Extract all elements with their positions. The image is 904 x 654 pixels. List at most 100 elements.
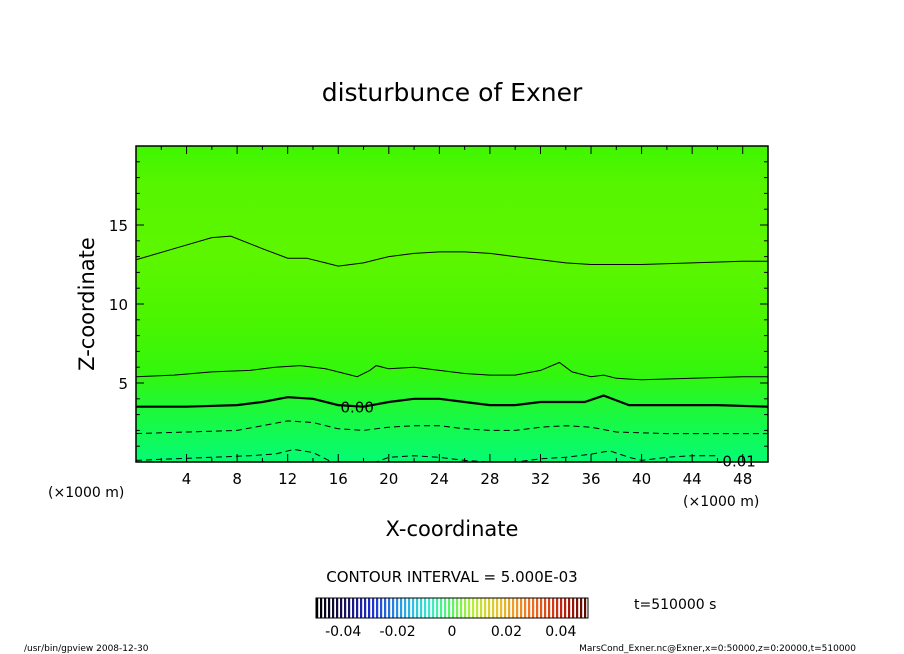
colorbar-stripe <box>456 598 459 618</box>
colorbar-stripe <box>384 598 387 618</box>
colorbar-stripe <box>520 598 523 618</box>
colorbar-stripe <box>540 598 543 618</box>
color-field <box>136 146 768 462</box>
contour-line-3 <box>136 420 768 435</box>
colorbar-stripe <box>344 598 347 618</box>
x-tick-label: 44 <box>683 470 702 488</box>
colorbar-stripe <box>496 598 499 618</box>
colorbar-stripe <box>488 598 491 618</box>
colorbar-stripe <box>320 598 323 618</box>
colorbar-stripe <box>536 598 539 618</box>
y-axis-label: Z-coordinate <box>75 237 99 371</box>
colorbar-stripe <box>340 598 343 618</box>
colorbar-stripe <box>424 598 427 618</box>
colorbar-stripe <box>376 598 379 618</box>
colorbar-stripe <box>392 598 395 618</box>
colorbar-stripe <box>360 598 363 618</box>
colorbar-stripe <box>404 598 407 618</box>
colorbar-tick-label: 0 <box>448 624 457 640</box>
contour-line-2 <box>136 394 768 408</box>
colorbar-stripe <box>432 598 435 618</box>
colorbar-stripe <box>420 598 423 618</box>
x-tick-label: 8 <box>232 470 242 488</box>
colorbar-stripe <box>568 598 571 618</box>
x-tick-label: 40 <box>632 470 651 488</box>
colorbar-stripe <box>516 598 519 618</box>
colorbar-stripe <box>452 598 455 618</box>
colorbar-stripe <box>552 598 555 618</box>
colorbar-stripe <box>372 598 375 618</box>
contour-label-0: 0.00 <box>340 399 373 417</box>
colorbar-stripe <box>472 598 475 618</box>
colorbar-stripe <box>564 598 567 618</box>
colorbar-stripe <box>512 598 515 618</box>
x-tick-label: 4 <box>182 470 192 488</box>
x-tick-label: 12 <box>278 470 297 488</box>
y-axis-unit: (×1000 m) <box>48 485 124 501</box>
colorbar-stripe <box>328 598 331 618</box>
colorbar-stripe <box>556 598 559 618</box>
footer-left-text: /usr/bin/gpview 2008-12-30 <box>24 644 149 654</box>
colorbar-stripe <box>440 598 443 618</box>
colorbar-stripe <box>448 598 451 618</box>
contour-lines <box>136 235 768 462</box>
colorbar-stripe <box>464 598 467 618</box>
colorbar-stripe <box>548 598 551 618</box>
colorbar-stripe <box>492 598 495 618</box>
colorbar-stripe <box>336 598 339 618</box>
contour-line-0 <box>136 235 768 267</box>
colorbar-stripe <box>352 598 355 618</box>
contour-interval-label: CONTOUR INTERVAL = 5.000E-03 <box>326 568 577 586</box>
time-label: t=510000 s <box>634 597 716 613</box>
colorbar-stripe <box>468 598 471 618</box>
colorbar-stripe <box>444 598 447 618</box>
colorbar-stripe <box>508 598 511 618</box>
colorbar-stripe <box>364 598 367 618</box>
chart-title: disturbunce of Exner <box>322 78 583 107</box>
colorbar-stripe <box>572 598 575 618</box>
colorbar-stripe <box>316 598 319 618</box>
colorbar-stripe <box>576 598 579 618</box>
y-tick-label: 10 <box>109 296 128 314</box>
colorbar-tick-label: 0.02 <box>491 624 522 640</box>
colorbar-stripe <box>436 598 439 618</box>
colorbar-stripe <box>500 598 503 618</box>
x-tick-label: 20 <box>379 470 398 488</box>
colorbar-stripe <box>356 598 359 618</box>
colorbar-tick-label: -0.02 <box>379 624 415 640</box>
colorbar-tick-label: 0.04 <box>545 624 576 640</box>
colorbar-stripe <box>544 598 547 618</box>
colorbar: -0.04 -0.02 0 0.02 0.04 <box>315 597 589 640</box>
colorbar-stripe <box>380 598 383 618</box>
colorbar-stripe <box>412 598 415 618</box>
y-tick-label: 5 <box>118 375 128 393</box>
colorbar-stripe <box>400 598 403 618</box>
colorbar-stripe <box>504 598 507 618</box>
colorbar-stripe <box>528 598 531 618</box>
y-tick-label: 15 <box>109 217 128 235</box>
x-tick-label: 24 <box>430 470 449 488</box>
colorbar-stripe <box>324 598 327 618</box>
x-tick-label: 16 <box>329 470 348 488</box>
colorbar-stripe <box>332 598 335 618</box>
colorbar-stripe <box>396 598 399 618</box>
x-tick-label: 48 <box>733 470 752 488</box>
colorbar-stripe <box>368 598 371 618</box>
colorbar-stripe <box>524 598 527 618</box>
colorbar-stripe <box>388 598 391 618</box>
contour-line-4 <box>136 448 718 462</box>
colorbar-tick-label: -0.04 <box>325 624 361 640</box>
colorbar-stripe <box>476 598 479 618</box>
contour-line-1 <box>136 361 768 381</box>
x-axis-unit: (×1000 m) <box>683 494 759 510</box>
colorbar-stripe <box>408 598 411 618</box>
colorbar-frame <box>315 597 589 619</box>
colorbar-stripe <box>560 598 563 618</box>
colorbar-stripe <box>484 598 487 618</box>
x-axis-label: X-coordinate <box>386 517 519 541</box>
colorbar-stripe <box>460 598 463 618</box>
colorbar-stripe <box>580 598 583 618</box>
footer-right-text: MarsCond_Exner.nc@Exner,x=0:50000,z=0:20… <box>579 644 856 654</box>
